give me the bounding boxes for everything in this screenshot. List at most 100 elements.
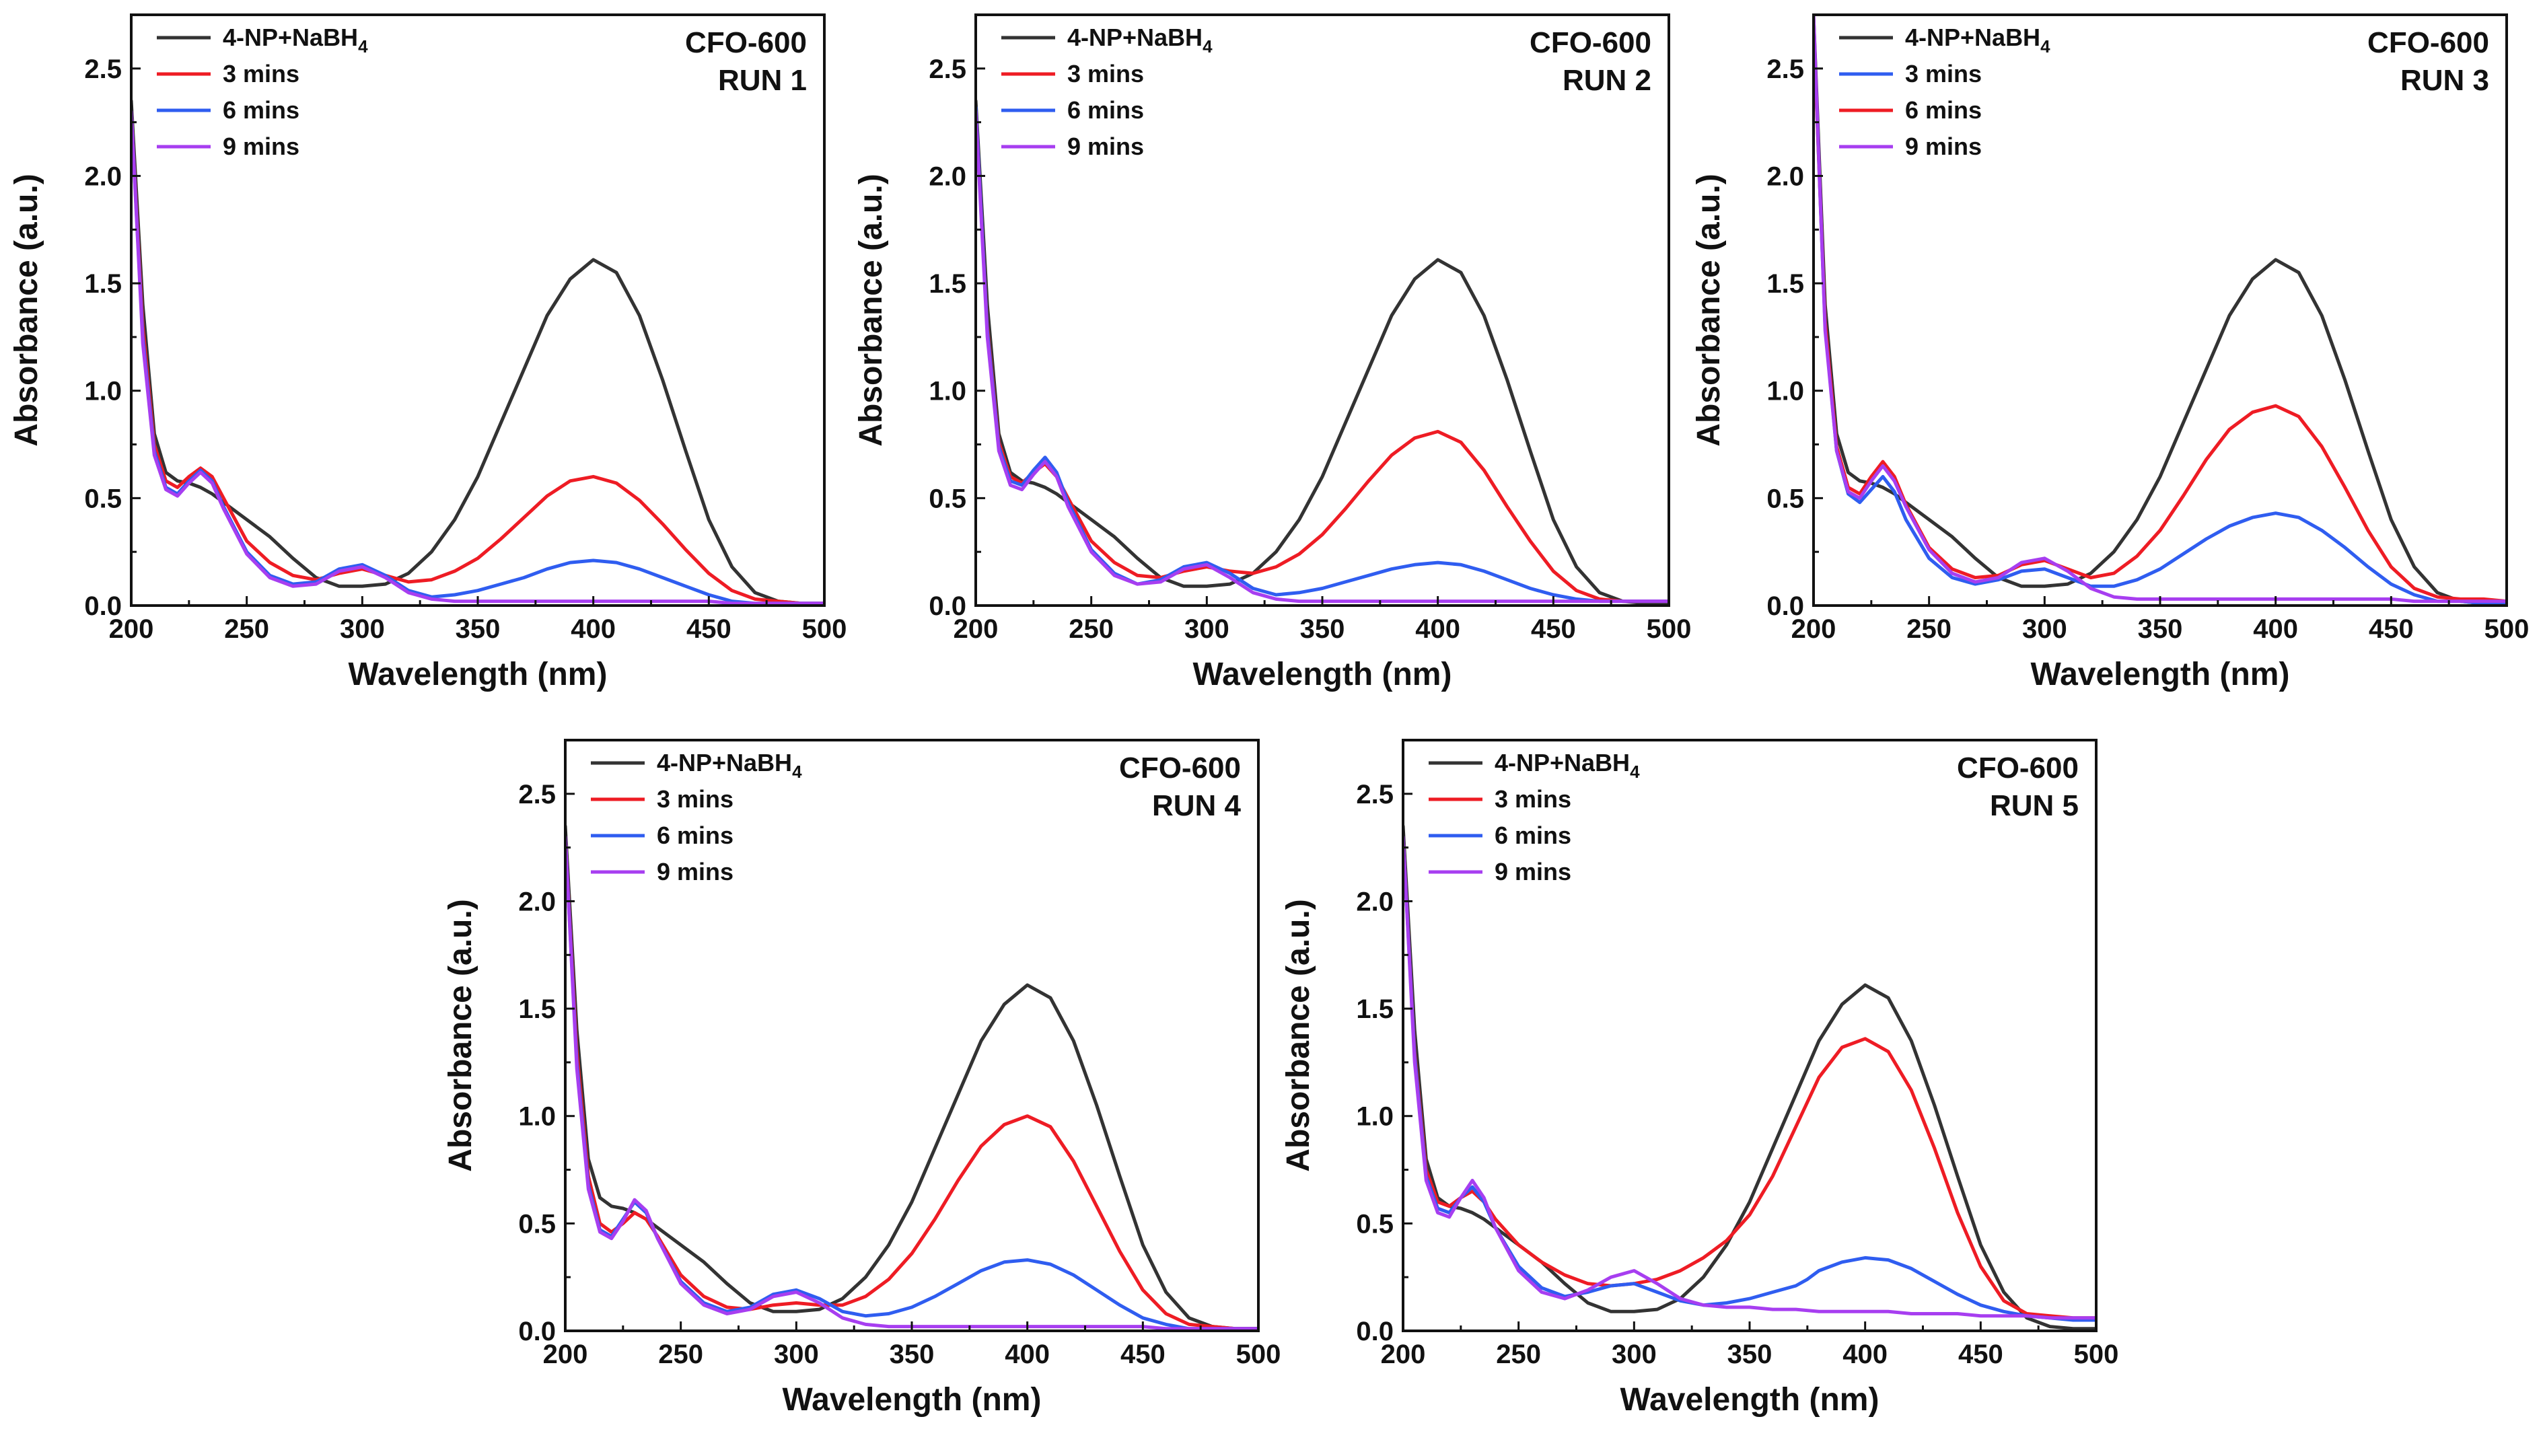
- y-tick-label: 2.5: [84, 54, 122, 84]
- series-line-4: [976, 110, 1669, 604]
- panel-run-label: RUN 3: [2400, 64, 2489, 97]
- legend-label: 4-NP+NaBH4: [1495, 749, 1640, 782]
- series-line-1: [565, 824, 1258, 1331]
- y-tick-label: 2.0: [518, 887, 556, 916]
- x-axis-title: Wavelength (nm): [349, 657, 608, 692]
- legend-label-text: 9 mins: [1495, 858, 1571, 885]
- legend-label: 4-NP+NaBH4: [1067, 24, 1213, 57]
- legend-label-text: 9 mins: [657, 858, 733, 885]
- series-line-1: [131, 99, 824, 606]
- series-lines: [131, 99, 824, 606]
- legend-label-subscript: 4: [792, 762, 802, 782]
- y-tick-label: 2.0: [1766, 161, 1804, 191]
- x-tick-label: 450: [686, 614, 731, 644]
- y-axis-title: Absorbance (a.u.): [9, 174, 44, 446]
- chart-panel-3: 200 250 300 350 400 450 500 0.0 0.5 1.0 1.5 2.0 2.5 W…: [1691, 13, 2529, 692]
- x-tick-label: 300: [1612, 1340, 1657, 1369]
- series-line-3: [976, 105, 1669, 604]
- chart-panel-1: 200 250 300 350 400 450 500 0.0 0.5 1.0 1.5 2.0 2.5 W…: [9, 13, 847, 692]
- legend-label-text: 3 mins: [223, 60, 299, 87]
- legend-label-subscript: 4: [1630, 762, 1640, 782]
- series-line-2: [565, 835, 1258, 1331]
- y-tick-label: 1.0: [1766, 377, 1804, 406]
- y-tick-label: 0.5: [1356, 1209, 1394, 1239]
- legend-label: 9 mins: [1067, 133, 1144, 160]
- legend-label: 6 mins: [1067, 96, 1144, 124]
- x-tick-label: 250: [1906, 614, 1951, 644]
- x-tick-label: 250: [224, 614, 269, 644]
- legend-label-text: 6 mins: [223, 96, 299, 124]
- y-tick-label: 0.0: [84, 591, 122, 621]
- legend-label: 3 mins: [657, 785, 733, 813]
- series-line-4: [565, 835, 1258, 1331]
- legend-label: 9 mins: [657, 858, 733, 885]
- x-tick-label: 250: [1496, 1340, 1541, 1369]
- legend-label: 9 mins: [1495, 858, 1571, 885]
- legend-label: 3 mins: [223, 60, 299, 87]
- x-tick-label: 400: [1842, 1340, 1888, 1369]
- x-axis-title: Wavelength (nm): [1193, 657, 1452, 692]
- legend-label: 6 mins: [223, 96, 299, 124]
- x-tick-label: 300: [774, 1340, 819, 1369]
- x-tick-label: 350: [1727, 1340, 1772, 1369]
- x-tick-label: 350: [890, 1340, 935, 1369]
- panel-title: CFO-600: [1530, 26, 1651, 59]
- series-line-1: [1403, 824, 2096, 1331]
- x-tick-label: 350: [2138, 614, 2183, 644]
- x-tick-label: 200: [954, 614, 999, 644]
- legend-label-subscript: 4: [2040, 36, 2050, 57]
- legend-label: 3 mins: [1905, 60, 1982, 87]
- y-tick-label: 2.5: [929, 54, 966, 84]
- y-tick-label: 1.5: [84, 269, 122, 299]
- legend-label: 6 mins: [657, 822, 733, 849]
- panels-layer: 200 250 300 350 400 450 500 0.0 0.5 1.0 1.5 2.0 2.5 W…: [9, 13, 2529, 1418]
- legend: 4-NP+NaBH4 3 mins 6 mins 9 mins: [1429, 749, 1640, 885]
- x-tick-label: 400: [2253, 614, 2298, 644]
- series-line-3: [1403, 835, 2096, 1322]
- legend-label-text: 6 mins: [1067, 96, 1144, 124]
- y-tick-label: 1.0: [1356, 1102, 1394, 1132]
- x-tick-label: 400: [1415, 614, 1460, 644]
- y-axis-title: Absorbance (a.u.): [1281, 899, 1316, 1171]
- legend-label-text: 4-NP+NaBH: [1495, 749, 1630, 776]
- y-tick-label: 0.0: [1766, 591, 1804, 621]
- x-tick-label: 400: [1005, 1340, 1050, 1369]
- y-tick-label: 0.5: [929, 484, 966, 513]
- y-tick-label: 0.5: [1766, 484, 1804, 513]
- y-tick-label: 2.0: [84, 161, 122, 191]
- legend-label: 6 mins: [1495, 822, 1571, 849]
- series-line-4: [131, 110, 824, 606]
- x-tick-label: 500: [802, 614, 847, 644]
- y-tick-label: 2.0: [929, 161, 966, 191]
- y-tick-label: 0.0: [518, 1317, 556, 1346]
- x-tick-label: 350: [456, 614, 501, 644]
- y-tick-label: 1.0: [929, 377, 966, 406]
- y-axis-title: Absorbance (a.u.): [1691, 174, 1727, 446]
- legend: 4-NP+NaBH4 3 mins 6 mins 9 mins: [591, 749, 802, 885]
- legend-label: 3 mins: [1067, 60, 1144, 87]
- x-tick-label: 200: [1791, 614, 1836, 644]
- series-line-1: [976, 99, 1669, 606]
- chart-panel-2: 200 250 300 350 400 450 500 0.0 0.5 1.0 1.5 2.0 2.5 W…: [853, 13, 1691, 692]
- x-tick-label: 500: [2074, 1340, 2119, 1369]
- y-tick-label: 2.5: [518, 780, 556, 809]
- series-line-3: [1814, 24, 2507, 604]
- y-tick-label: 0.0: [1356, 1317, 1394, 1346]
- x-tick-label: 300: [1184, 614, 1229, 644]
- y-tick-label: 2.0: [1356, 887, 1394, 916]
- chart-panel-4: 200 250 300 350 400 450 500 0.0 0.5 1.0 1.5 2.0 2.5 W…: [443, 739, 1281, 1418]
- series-line-4: [1814, 15, 2507, 604]
- x-axis-title: Wavelength (nm): [2031, 657, 2290, 692]
- x-tick-label: 500: [1236, 1340, 1281, 1369]
- legend-label: 4-NP+NaBH4: [657, 749, 802, 782]
- legend: 4-NP+NaBH4 3 mins 6 mins 9 mins: [1839, 24, 2050, 160]
- x-tick-label: 450: [2369, 614, 2414, 644]
- x-tick-label: 400: [571, 614, 616, 644]
- panel-run-label: RUN 2: [1563, 64, 1651, 97]
- legend-label: 4-NP+NaBH4: [223, 24, 368, 57]
- legend-label-text: 4-NP+NaBH: [223, 24, 358, 51]
- legend-label-text: 4-NP+NaBH: [1067, 24, 1203, 51]
- legend-label: 9 mins: [1905, 133, 1982, 160]
- series-line-2: [1814, 24, 2507, 606]
